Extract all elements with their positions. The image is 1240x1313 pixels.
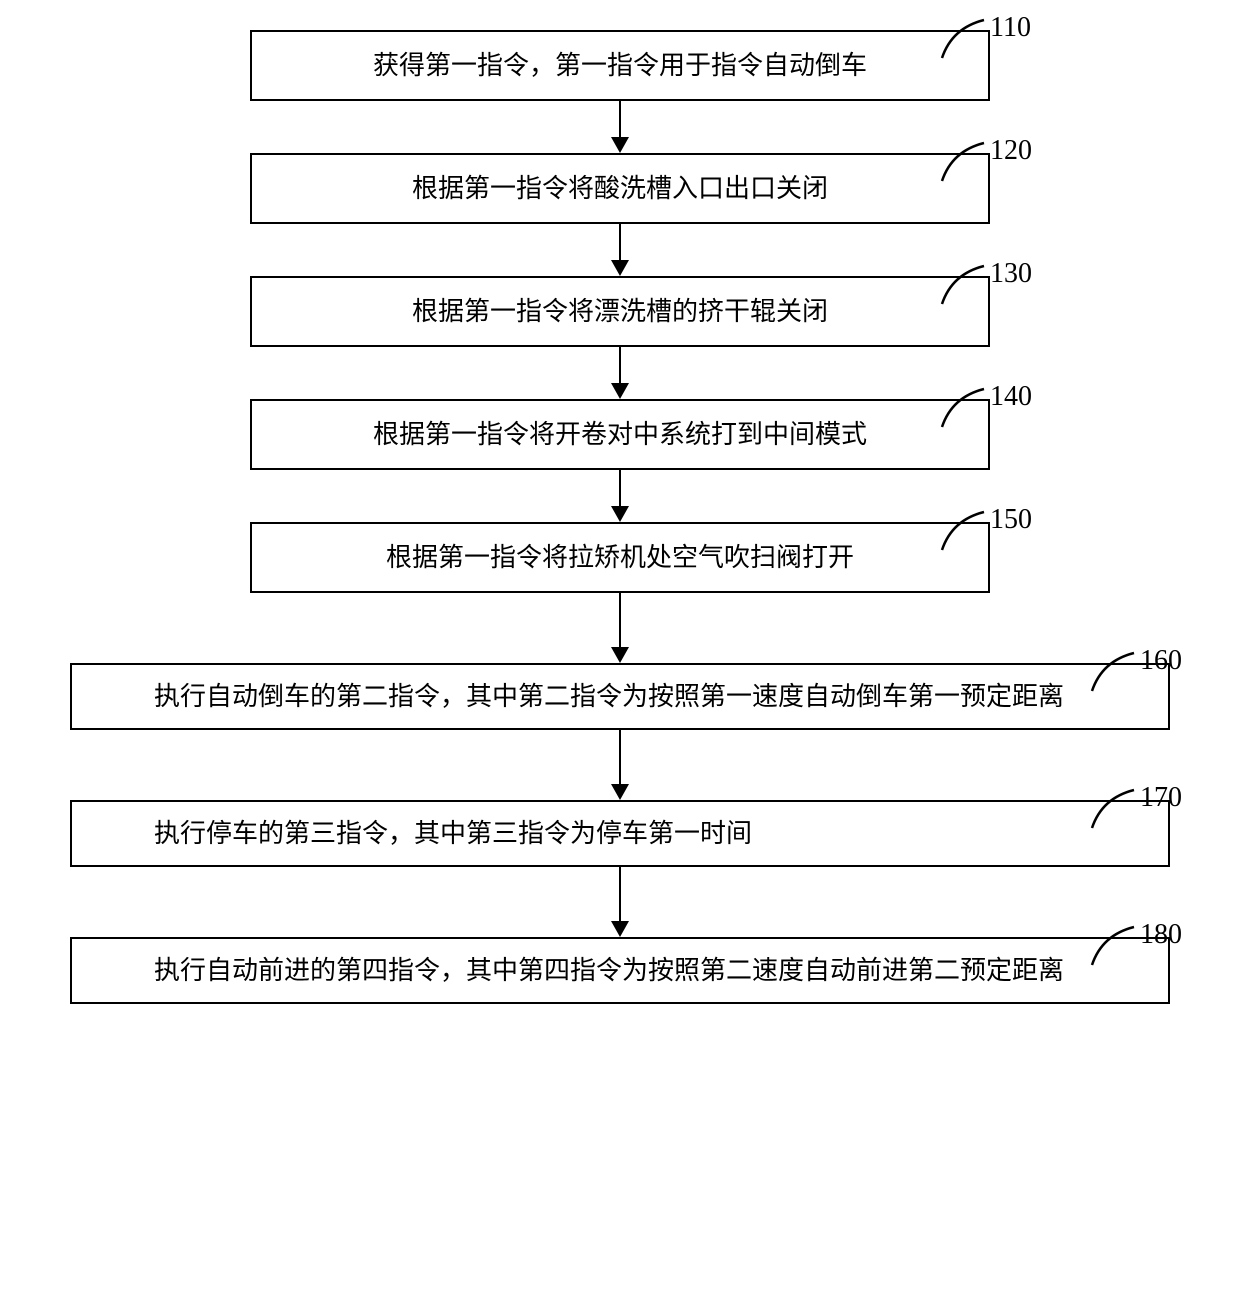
step-label-160: 160 [1140, 645, 1182, 677]
curve-connector-icon [1090, 921, 1138, 969]
step-box-140: 根据第一指令将开卷对中系统打到中间模式 [250, 399, 990, 470]
label-wrap-150: 150 [940, 504, 1032, 554]
arrow-down-icon [611, 347, 629, 399]
label-wrap-120: 120 [940, 135, 1032, 185]
step-label-180: 180 [1140, 919, 1182, 951]
step-label-130: 130 [990, 258, 1032, 290]
step-row-170: 执行停车的第三指令，其中第三指令为停车第一时间 170 [20, 800, 1220, 867]
arrow-down-icon [611, 224, 629, 276]
curve-connector-icon [940, 260, 988, 308]
arrow-down-icon [611, 593, 629, 663]
step-text-140: 根据第一指令将开卷对中系统打到中间模式 [373, 420, 867, 449]
arrow-down-icon [611, 101, 629, 153]
arrow-down-icon [611, 470, 629, 522]
step-label-170: 170 [1140, 782, 1182, 814]
step-label-150: 150 [990, 504, 1032, 536]
step-row-150: 根据第一指令将拉矫机处空气吹扫阀打开 150 [20, 522, 1220, 593]
step-text-180: 执行自动前进的第四指令，其中第四指令为按照第二速度自动前进第二预定距离 [102, 951, 1138, 990]
step-row-130: 根据第一指令将漂洗槽的挤干辊关闭 130 [20, 276, 1220, 347]
step-text-120: 根据第一指令将酸洗槽入口出口关闭 [412, 174, 828, 203]
label-wrap-140: 140 [940, 381, 1032, 431]
step-row-120: 根据第一指令将酸洗槽入口出口关闭 120 [20, 153, 1220, 224]
arrow-down-icon [611, 867, 629, 937]
curve-connector-icon [940, 14, 988, 62]
step-row-110: 获得第一指令，第一指令用于指令自动倒车 110 [20, 30, 1220, 101]
label-wrap-130: 130 [940, 258, 1032, 308]
step-box-150: 根据第一指令将拉矫机处空气吹扫阀打开 [250, 522, 990, 593]
step-text-170: 执行停车的第三指令，其中第三指令为停车第一时间 [102, 814, 1138, 853]
arrow-down-icon [611, 730, 629, 800]
step-row-180: 执行自动前进的第四指令，其中第四指令为按照第二速度自动前进第二预定距离 180 [20, 937, 1220, 1004]
step-box-170: 执行停车的第三指令，其中第三指令为停车第一时间 [70, 800, 1170, 867]
label-wrap-180: 180 [1090, 919, 1182, 969]
step-box-130: 根据第一指令将漂洗槽的挤干辊关闭 [250, 276, 990, 347]
label-wrap-110: 110 [940, 12, 1031, 62]
step-label-120: 120 [990, 135, 1032, 167]
step-label-110: 110 [990, 12, 1031, 44]
step-text-110: 获得第一指令，第一指令用于指令自动倒车 [373, 51, 867, 80]
curve-connector-icon [940, 137, 988, 185]
curve-connector-icon [1090, 784, 1138, 832]
label-wrap-170: 170 [1090, 782, 1182, 832]
step-text-150: 根据第一指令将拉矫机处空气吹扫阀打开 [386, 543, 854, 572]
step-text-130: 根据第一指令将漂洗槽的挤干辊关闭 [412, 297, 828, 326]
step-box-120: 根据第一指令将酸洗槽入口出口关闭 [250, 153, 990, 224]
step-text-160: 执行自动倒车的第二指令，其中第二指令为按照第一速度自动倒车第一预定距离 [102, 677, 1138, 716]
step-row-160: 执行自动倒车的第二指令，其中第二指令为按照第一速度自动倒车第一预定距离 160 [20, 663, 1220, 730]
step-box-180: 执行自动前进的第四指令，其中第四指令为按照第二速度自动前进第二预定距离 [70, 937, 1170, 1004]
step-row-140: 根据第一指令将开卷对中系统打到中间模式 140 [20, 399, 1220, 470]
curve-connector-icon [940, 383, 988, 431]
curve-connector-icon [1090, 647, 1138, 695]
step-label-140: 140 [990, 381, 1032, 413]
flowchart-container: 获得第一指令，第一指令用于指令自动倒车 110 根据第一指令将酸洗槽入口出口关闭… [20, 30, 1220, 1004]
curve-connector-icon [940, 506, 988, 554]
step-box-160: 执行自动倒车的第二指令，其中第二指令为按照第一速度自动倒车第一预定距离 [70, 663, 1170, 730]
label-wrap-160: 160 [1090, 645, 1182, 695]
step-box-110: 获得第一指令，第一指令用于指令自动倒车 [250, 30, 990, 101]
